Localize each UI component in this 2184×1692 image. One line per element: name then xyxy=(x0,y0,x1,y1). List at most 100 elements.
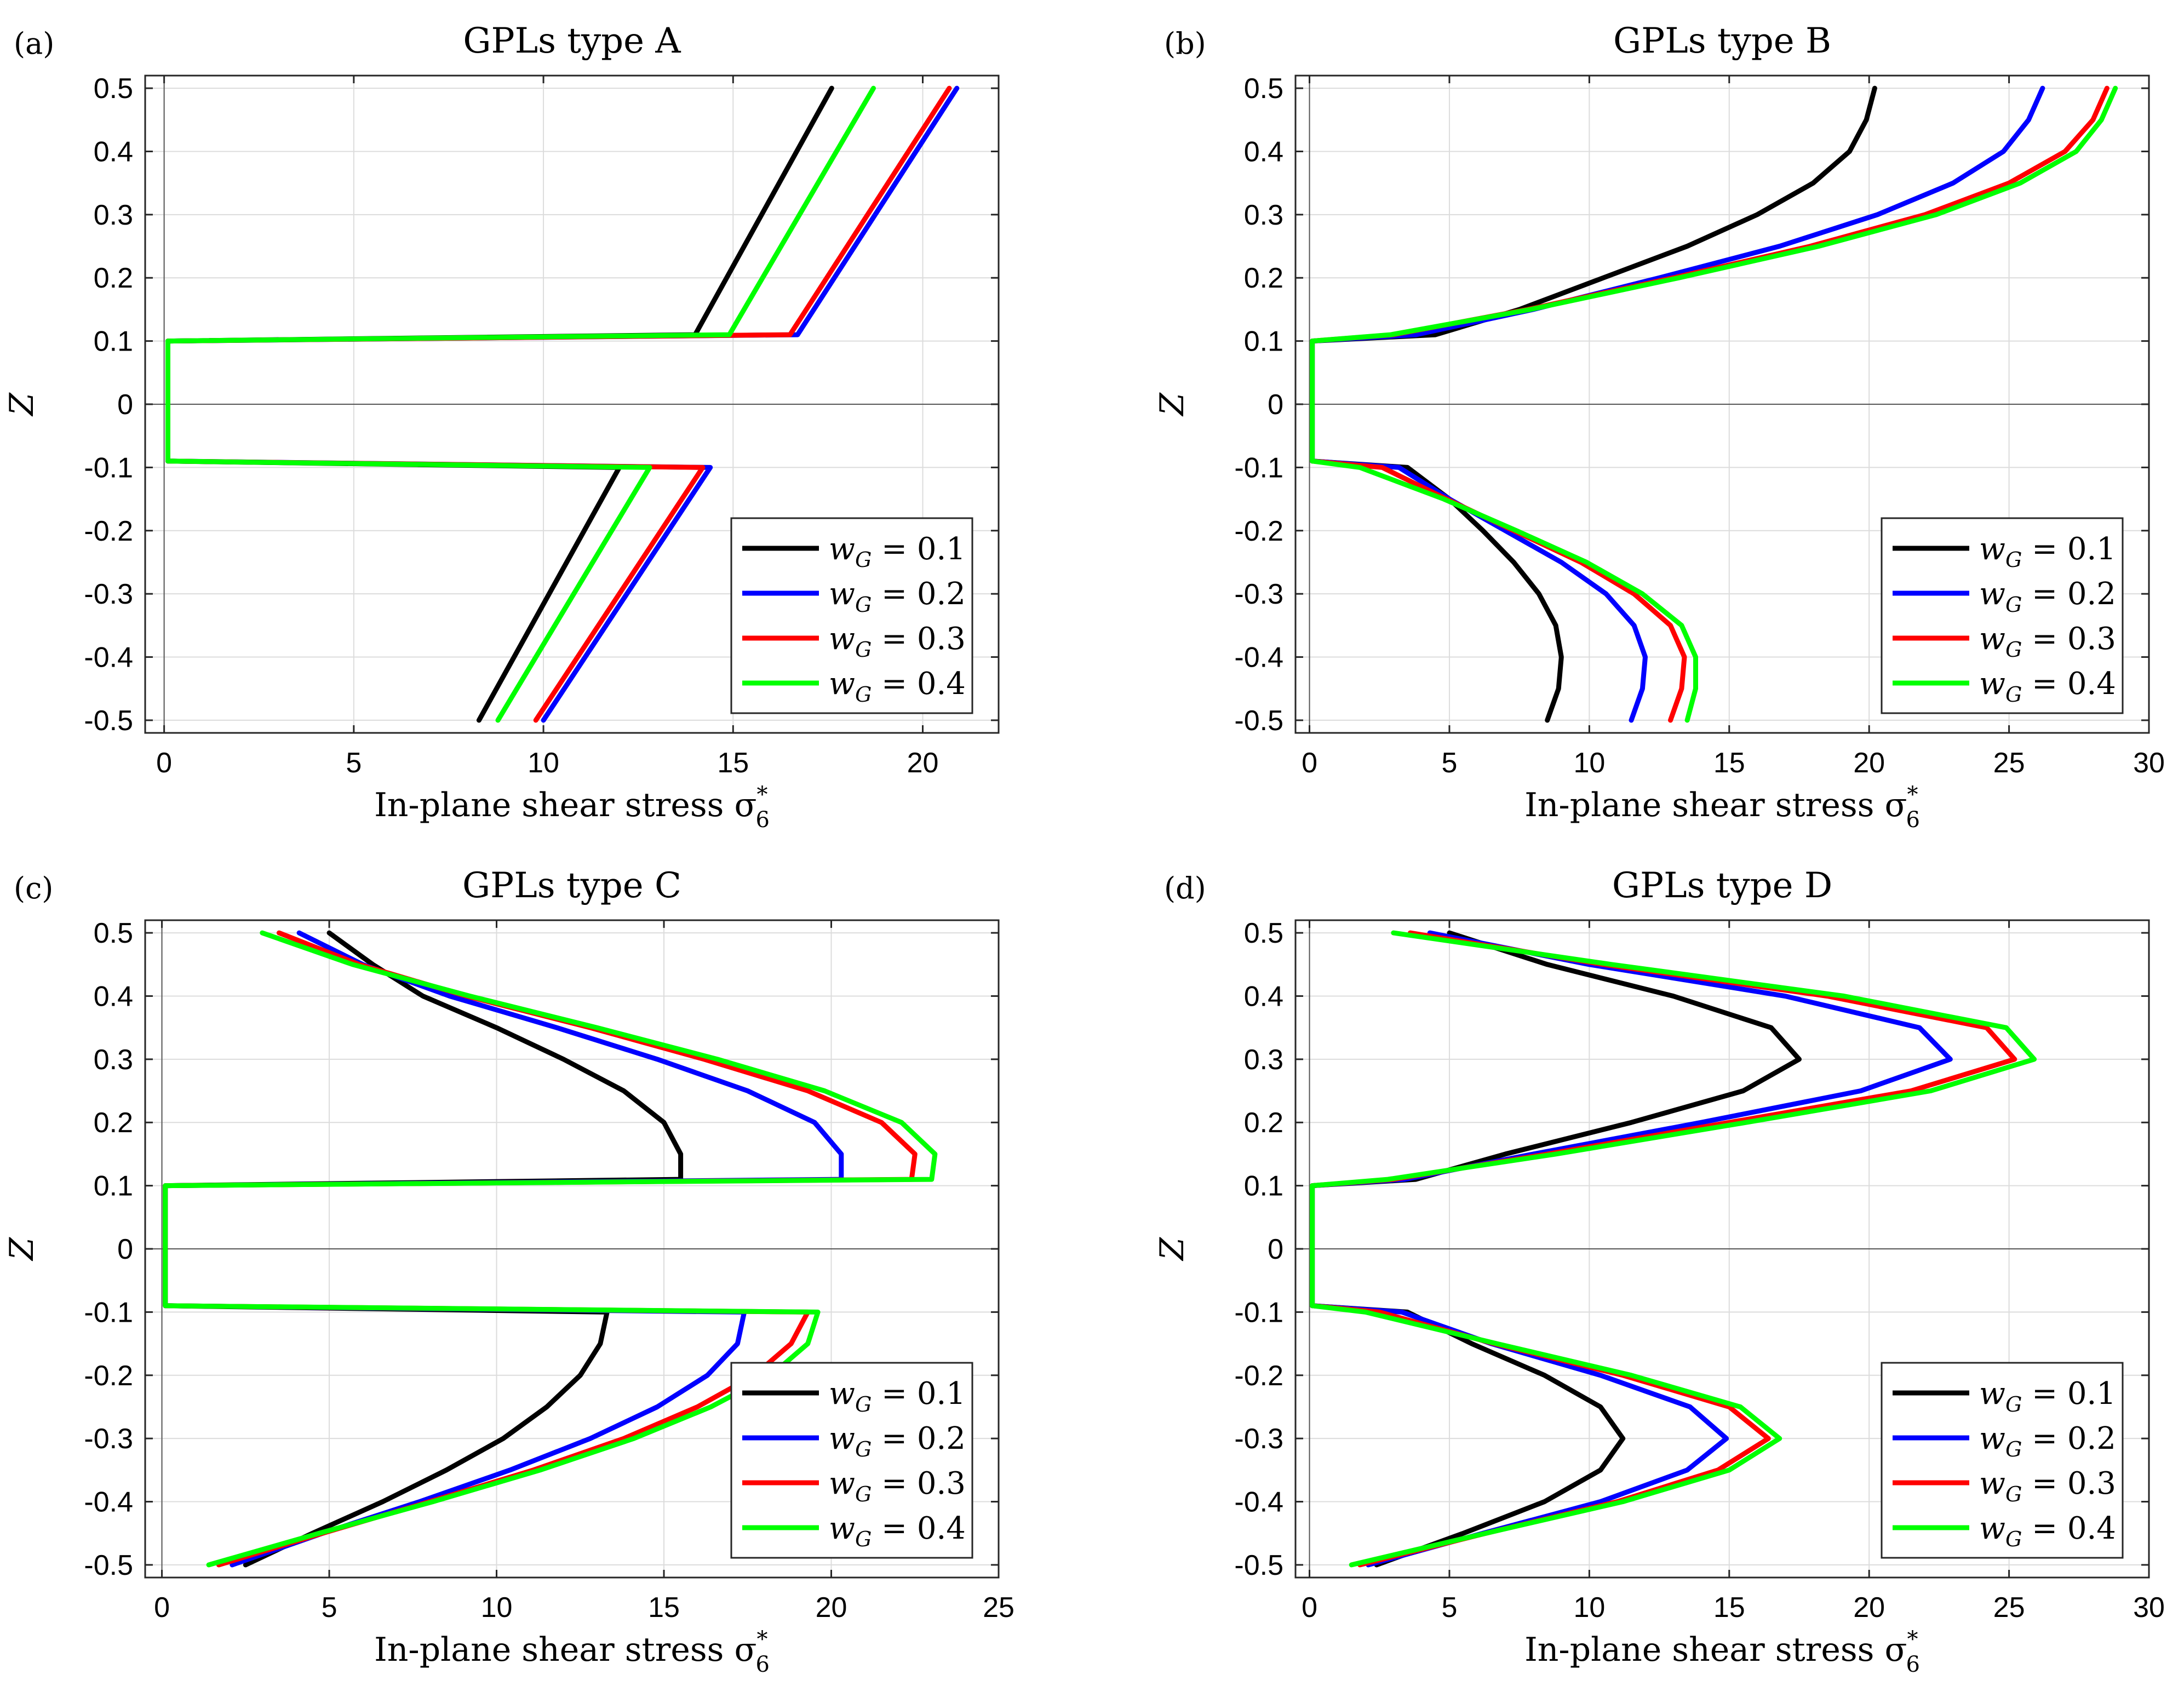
chart-b-y-tick-label: 0 xyxy=(1268,389,1283,421)
chart-b-legend-label-4: wG = 0.4 xyxy=(1979,666,2116,707)
chart-b-x-tick-label: 5 xyxy=(1441,747,1457,779)
chart-a-y-tick-label: -0.3 xyxy=(84,578,133,610)
chart-b-y-tick-label: 0.4 xyxy=(1244,136,1283,168)
chart-b-y-tick-label: 0.2 xyxy=(1244,262,1283,294)
chart-c-y-tick-label: -0.1 xyxy=(84,1297,133,1328)
chart-b-legend-label-3: wG = 0.3 xyxy=(1979,621,2116,662)
chart-d-y-tick-label: 0.4 xyxy=(1244,980,1283,1012)
chart-c-x-tick-label: 25 xyxy=(983,1592,1014,1624)
chart-a-x-tick-label: 15 xyxy=(717,747,749,779)
chart-d-x-tick-label: 15 xyxy=(1713,1592,1745,1624)
chart-c-panel-label: (c) xyxy=(14,871,53,905)
chart-a-y-tick-label: 0.4 xyxy=(94,136,133,168)
chart-d-x-tick-label: 10 xyxy=(1573,1592,1605,1624)
chart-b-x-tick-label: 25 xyxy=(1993,747,2025,779)
chart-c-title: GPLs type C xyxy=(462,865,681,906)
chart-d-legend-label-1: wG = 0.1 xyxy=(1979,1376,2116,1416)
chart-a-y-tick-label: -0.5 xyxy=(84,705,133,737)
chart-c-legend-label-2: wG = 0.2 xyxy=(829,1421,966,1461)
chart-d-y-tick-label: 0.5 xyxy=(1244,917,1283,949)
panel-b: 0 5 10 15 20 25 30 0.5 0.4 0.3 0.2 0.1 0 -0.1 -0.2 -0.3… xyxy=(1153,21,2165,833)
chart-b-legend-label-1: wG = 0.1 xyxy=(1979,531,2116,572)
chart-d-y-tick-label: -0.4 xyxy=(1234,1487,1283,1518)
chart-d-y-tick-label: -0.1 xyxy=(1234,1297,1283,1328)
chart-d-y-tick-label: 0.3 xyxy=(1244,1044,1283,1076)
chart-d-y-axis-label: Z xyxy=(1153,1237,1191,1261)
chart-b-y-tick-label: -0.2 xyxy=(1234,515,1283,547)
chart-d-panel-label: (d) xyxy=(1164,871,1206,905)
panel-d: 0 5 10 15 20 25 30 0.5 0.4 0.3 0.2 0.1 0 -0.1 -0.2 -0.3… xyxy=(1153,865,2165,1677)
chart-a-y-tick-label: 0.3 xyxy=(94,199,133,231)
chart-b-y-tick-label: -0.4 xyxy=(1234,642,1283,674)
chart-c-y-tick-label: 0.2 xyxy=(94,1107,133,1139)
chart-a-x-tick-label: 10 xyxy=(528,747,559,779)
chart-a-legend-label-3: wG = 0.3 xyxy=(829,621,966,662)
chart-c-y-tick-label: -0.5 xyxy=(84,1550,133,1581)
chart-d-legend-label-2: wG = 0.2 xyxy=(1979,1421,2116,1461)
chart-d-y-tick-label: -0.2 xyxy=(1234,1360,1283,1392)
chart-a-y-tick-label: 0.2 xyxy=(94,262,133,294)
chart-b-y-tick-label: 0.1 xyxy=(1244,326,1283,358)
chart-b-x-tick-label: 15 xyxy=(1713,747,1745,779)
chart-a-y-tick-label: -0.1 xyxy=(84,452,133,484)
chart-b-x-tick-label: 20 xyxy=(1853,747,1885,779)
chart-c-x-tick-label: 10 xyxy=(481,1592,513,1624)
chart-d-x-tick-label: 0 xyxy=(1302,1592,1317,1624)
chart-c-y-tick-label: 0.4 xyxy=(94,980,133,1012)
chart-c-y-tick-label: 0 xyxy=(117,1234,133,1265)
chart-a-y-tick-label: 0.5 xyxy=(94,73,133,105)
chart-d-x-tick-label: 20 xyxy=(1853,1592,1885,1624)
chart-d-y-tick-label: 0.1 xyxy=(1244,1171,1283,1202)
chart-c-y-tick-label: 0.3 xyxy=(94,1044,133,1076)
chart-b-y-tick-label: -0.3 xyxy=(1234,578,1283,610)
chart-a-legend-label-4: wG = 0.4 xyxy=(829,666,966,707)
chart-b-y-tick-label: 0.3 xyxy=(1244,199,1283,231)
chart-a-y-tick-label: 0.1 xyxy=(94,326,133,358)
chart-b-title: GPLs type B xyxy=(1613,21,1831,61)
chart-b-y-tick-label: -0.1 xyxy=(1234,452,1283,484)
chart-d-title: GPLs type D xyxy=(1612,865,1832,906)
chart-a-title: GPLs type A xyxy=(463,21,681,61)
chart-c-series-4-line xyxy=(163,930,938,1568)
chart-a-legend-label-1: wG = 0.1 xyxy=(829,531,966,572)
chart-d-y-tick-label: -0.3 xyxy=(1234,1423,1283,1455)
chart-b-y-tick-label: -0.5 xyxy=(1234,705,1283,737)
panel-a: 0 5 10 15 20 0.5 0.4 0.3 0.2 0.1 0 -0.1 -0.2 -0.3 -0.4… xyxy=(3,21,1000,833)
chart-a-y-tick-label: 0 xyxy=(117,389,133,421)
chart-d-x-axis-label: In-plane shear stress σ* 6 xyxy=(1524,1627,1920,1677)
chart-a-x-axis-label: In-plane shear stress σ* 6 xyxy=(374,782,770,833)
chart-a-y-tick-label: -0.4 xyxy=(84,642,133,674)
chart-c-y-axis-label: Z xyxy=(3,1237,41,1261)
chart-d-x-tick-label: 30 xyxy=(2133,1592,2165,1624)
chart-a-legend-label-2: wG = 0.2 xyxy=(829,576,966,617)
chart-c-y-tick-label: 0.5 xyxy=(94,917,133,949)
chart-b-x-tick-label: 30 xyxy=(2133,747,2165,779)
chart-d-legend-label-4: wG = 0.4 xyxy=(1979,1511,2116,1551)
chart-c-x-tick-label: 20 xyxy=(816,1592,847,1624)
chart-a-y-axis-label: Z xyxy=(3,392,41,417)
chart-d-legend-label-3: wG = 0.3 xyxy=(1979,1466,2116,1506)
chart-d-x-tick-label: 5 xyxy=(1441,1592,1457,1624)
chart-c-y-tick-label: 0.1 xyxy=(94,1171,133,1202)
chart-a-x-tick-label: 5 xyxy=(346,747,362,779)
chart-c-x-tick-label: 15 xyxy=(648,1592,680,1624)
chart-c-y-tick-label: -0.4 xyxy=(84,1487,133,1518)
chart-c-x-tick-label: 5 xyxy=(322,1592,337,1624)
chart-a-y-tick-label: -0.2 xyxy=(84,515,133,547)
chart-b-series-4-line xyxy=(1310,85,2118,723)
chart-d-y-tick-label: 0.2 xyxy=(1244,1107,1283,1139)
chart-a-x-tick-label: 20 xyxy=(907,747,939,779)
chart-a-series-4-line xyxy=(165,85,876,723)
chart-d-x-tick-label: 25 xyxy=(1993,1592,2025,1624)
chart-b-y-tick-label: 0.5 xyxy=(1244,73,1283,105)
chart-c-x-axis-label: In-plane shear stress σ* 6 xyxy=(374,1627,770,1677)
chart-c-y-tick-label: -0.3 xyxy=(84,1423,133,1455)
chart-c-legend-label-1: wG = 0.1 xyxy=(829,1376,966,1416)
chart-b-legend-label-2: wG = 0.2 xyxy=(1979,576,2116,617)
chart-d-y-tick-label: -0.5 xyxy=(1234,1550,1283,1581)
chart-b-y-axis-label: Z xyxy=(1153,392,1191,417)
chart-c-x-tick-label: 0 xyxy=(154,1592,170,1624)
chart-b-panel-label: (b) xyxy=(1164,26,1206,61)
chart-c-legend-label-3: wG = 0.3 xyxy=(829,1466,966,1506)
